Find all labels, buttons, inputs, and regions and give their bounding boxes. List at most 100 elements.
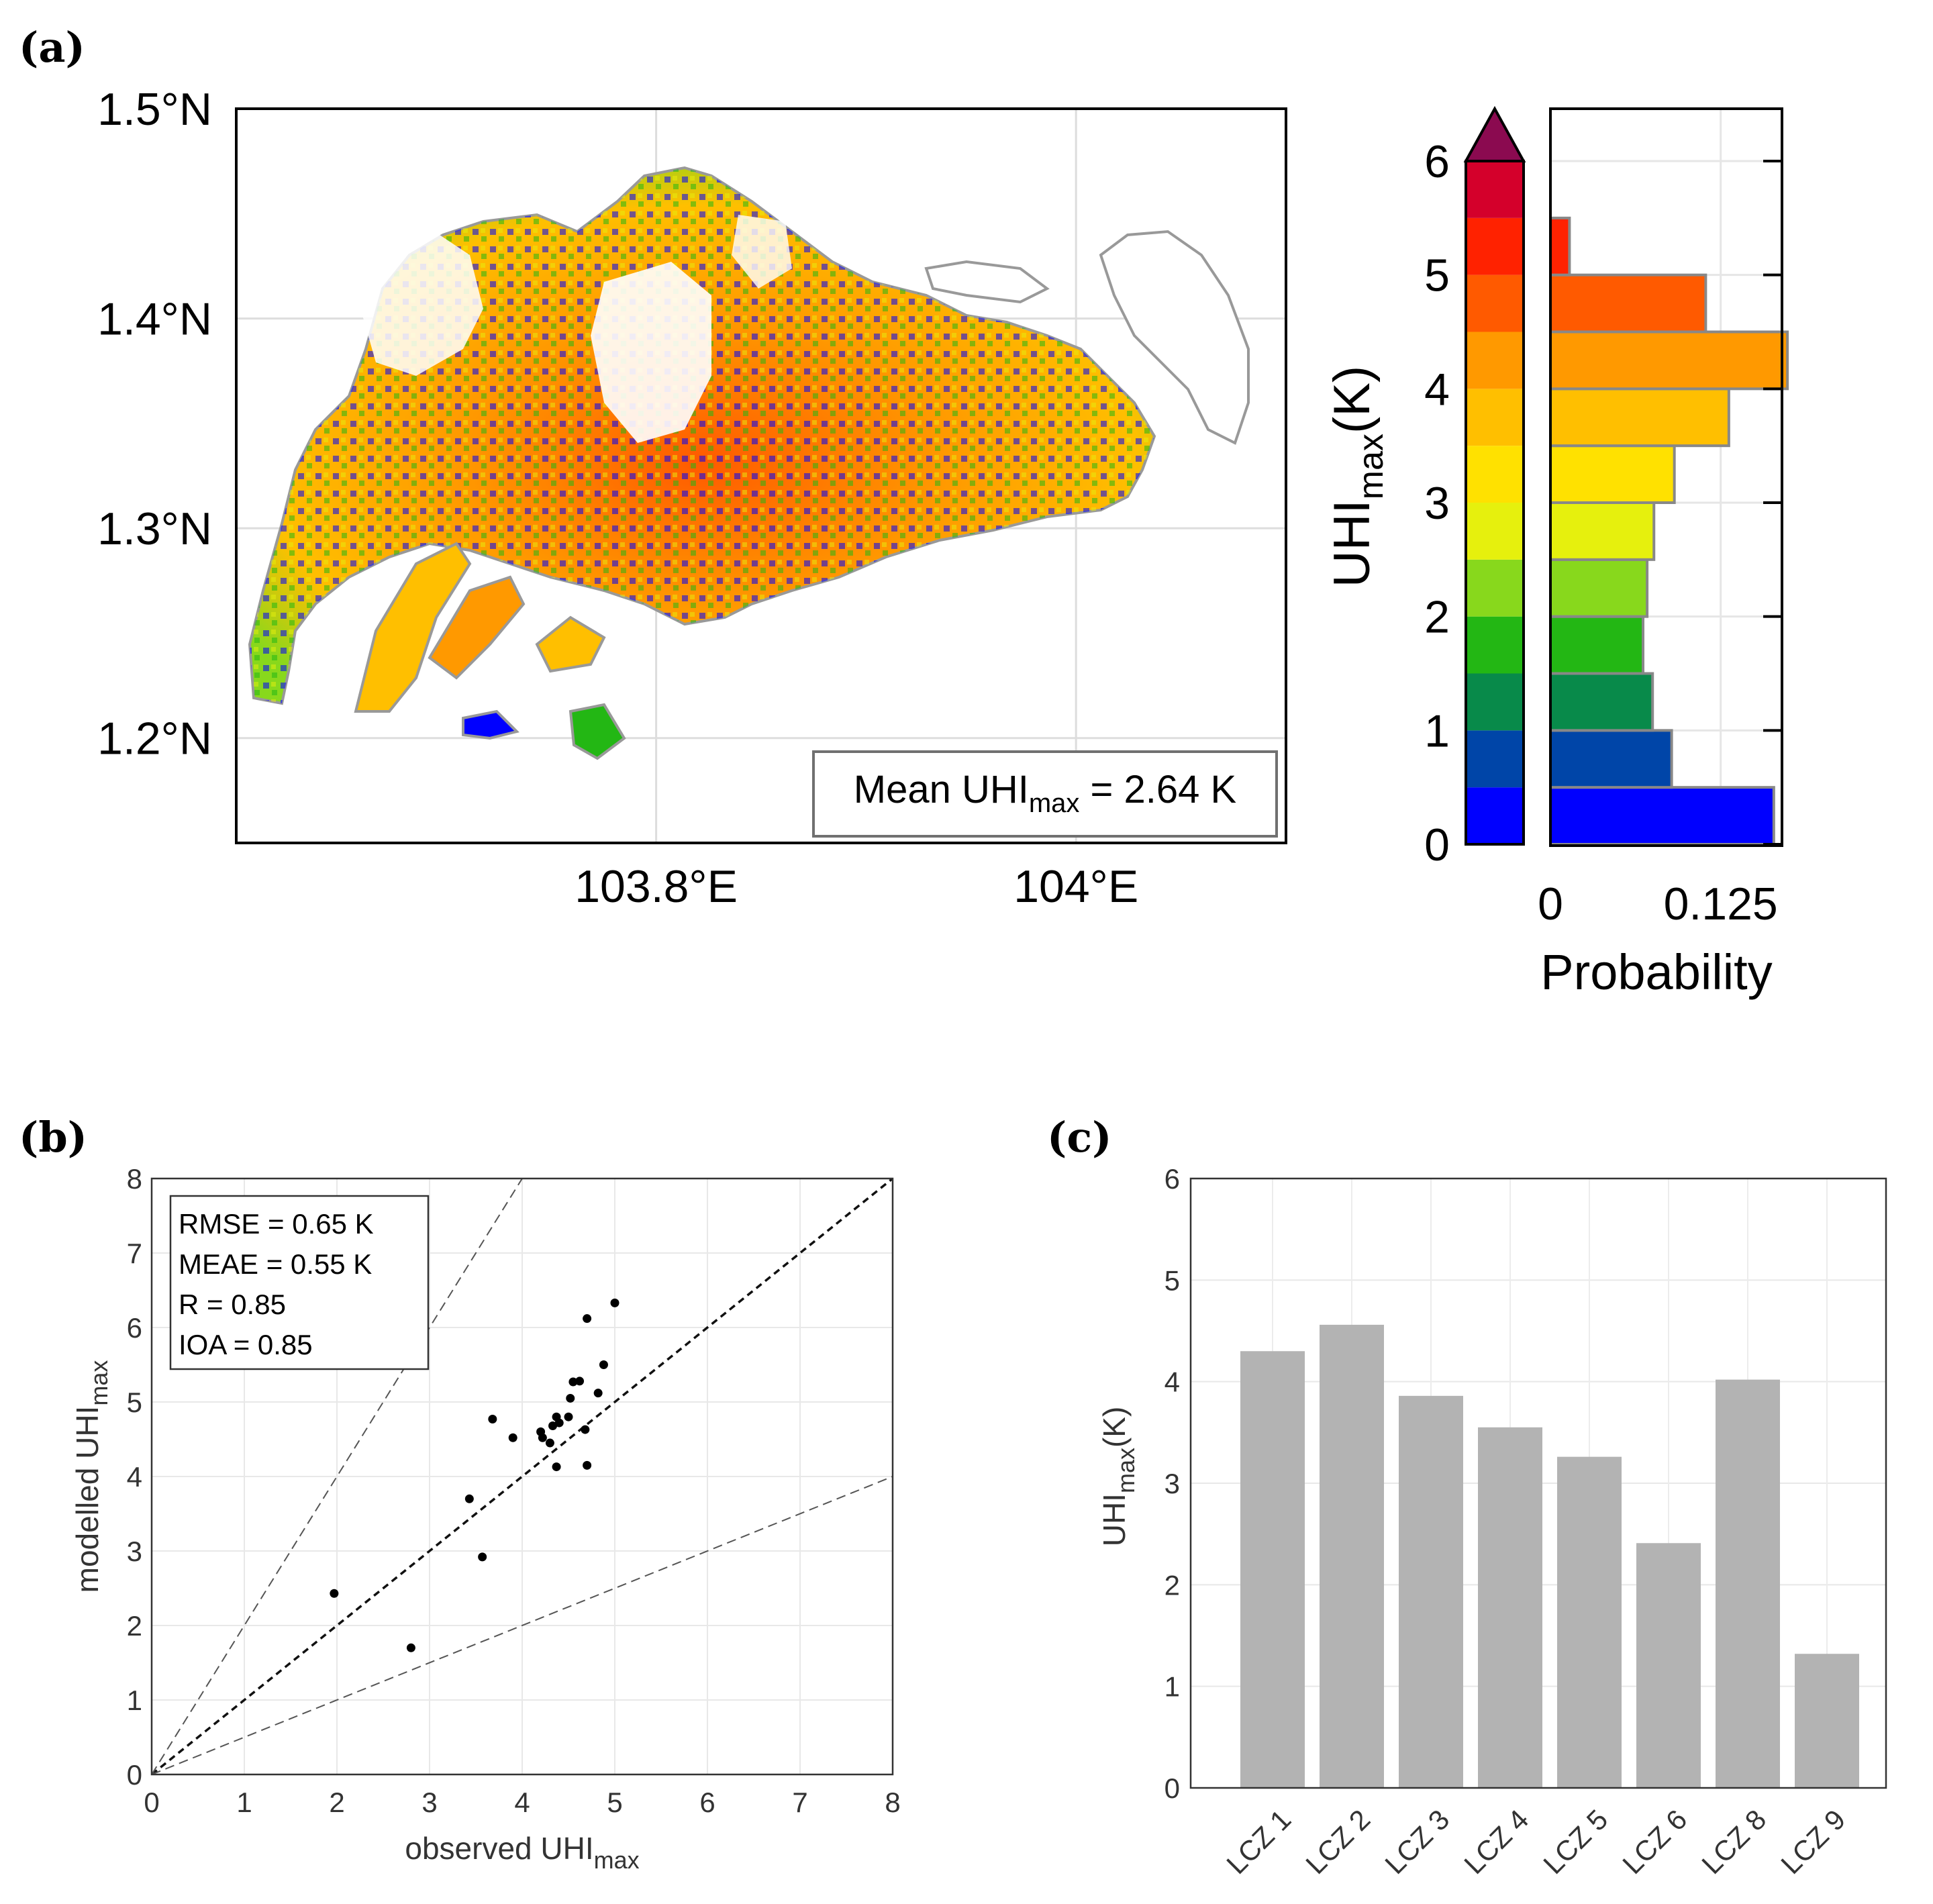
scatter-y-label: modelled UHImax: [70, 1360, 113, 1593]
colorbar-tick-label: 2: [1424, 592, 1450, 643]
scatter-point: [488, 1415, 497, 1424]
histogram-x-tick-label: 0: [1538, 879, 1563, 930]
lcz-y-tick-label: 6: [1164, 1163, 1180, 1195]
scatter-point: [508, 1433, 517, 1442]
map-frame: [235, 107, 1287, 844]
stat-rmse: RMSE = 0.65 K: [179, 1208, 374, 1240]
colorbar-cell: [1466, 332, 1524, 389]
scatter-y-tick-label: 5: [127, 1387, 142, 1418]
colorbar-cell: [1466, 616, 1524, 674]
stat-ioa: IOA = 0.85: [179, 1329, 313, 1360]
colorbar-tick-label: 6: [1424, 136, 1450, 187]
reference-line-1-1: [152, 1179, 893, 1774]
scatter-point: [330, 1589, 339, 1598]
scatter-panel: 0 1 2 3 4 5 6 7 8 0 1 2 3 4 5 6 7 8 observed UHImax mode…: [70, 1163, 901, 1874]
colorbar-cell: [1466, 787, 1524, 844]
lon-tick-label: 104°E: [1013, 861, 1138, 912]
histogram-bar: [1549, 444, 1676, 505]
histogram-bar: [1549, 786, 1775, 846]
scatter-point: [575, 1376, 585, 1386]
colorbar-tick-label: 1: [1424, 705, 1450, 756]
lon-tick-label: 103.8°E: [575, 861, 738, 912]
scatter-x-tick-label: 1: [236, 1787, 252, 1818]
lcz-bar: [1320, 1324, 1384, 1788]
scatter-point: [583, 1460, 592, 1470]
small-island-1: [462, 709, 519, 740]
lcz-y-tick-labels: 0 1 2 3 4 5 6: [1164, 1163, 1180, 1804]
lat-tick-label: 1.3°N: [97, 503, 212, 554]
colorbar-tick-label: 3: [1424, 478, 1450, 529]
north-west-white-area: [362, 228, 483, 376]
lcz-y-tick-label: 2: [1164, 1569, 1180, 1601]
scatter-point: [464, 1494, 474, 1503]
scatter-point: [478, 1552, 487, 1562]
longitude-tick-labels: 103.8°E 104°E: [575, 861, 1138, 912]
histogram-bars: [1549, 216, 1789, 846]
histogram-bar: [1549, 729, 1673, 789]
panel-a-label: (a): [19, 23, 85, 72]
sentosa-island: [535, 615, 606, 673]
histogram-x-tick-labels: 0 0.125: [1538, 879, 1778, 930]
reference-line-1-2: [152, 1476, 893, 1774]
histogram-y-label: UHImax(K): [1324, 366, 1391, 587]
scatter-reference-lines: [152, 1179, 893, 1774]
scatter-y-tick-label: 0: [127, 1759, 142, 1791]
colorbar-cell: [1466, 730, 1524, 788]
lcz-bar: [1240, 1351, 1305, 1788]
histogram-bar: [1549, 273, 1707, 334]
jurong-island: [354, 542, 472, 713]
scatter-point: [538, 1433, 547, 1442]
colorbar-cell: [1466, 389, 1524, 446]
scatter-gridlines: [152, 1179, 893, 1774]
north-white-area: [732, 215, 792, 289]
lat-tick-label: 1.2°N: [97, 713, 212, 764]
scatter-x-tick-label: 8: [885, 1787, 900, 1818]
lcz-bar: [1795, 1654, 1859, 1788]
scatter-x-tick-label: 7: [792, 1787, 807, 1818]
colorbar-cells: [1463, 105, 1526, 846]
colorbar-extend-arrow: [1463, 105, 1526, 162]
map-panel: 1.5°N 1.4°N 1.3°N 1.2°N 103.8°E 104°E Mean U…: [97, 84, 1287, 912]
panel-c-label: (c): [1047, 1113, 1111, 1162]
stat-meae: MEAE = 0.55 K: [179, 1248, 372, 1280]
lcz-x-tick-labels: LCZ 1 LCZ 2 LCZ 3 LCZ 4 LCZ 5 LCZ 6 LCZ 8 LCZ 9: [1220, 1803, 1851, 1880]
histogram-bar: [1549, 615, 1644, 675]
lcz-bar: [1716, 1379, 1780, 1788]
scatter-frame: [150, 1177, 894, 1776]
scatter-point: [599, 1360, 608, 1369]
lat-tick-label: 1.5°N: [97, 84, 212, 135]
colorbar-cell: [1466, 503, 1524, 560]
lcz-frame: [1189, 1177, 1887, 1789]
lcz-y-tick-label: 3: [1164, 1468, 1180, 1499]
lcz-bar: [1636, 1543, 1701, 1788]
histogram-y-ticks: [1763, 160, 1782, 846]
lcz-bar: [1399, 1395, 1463, 1788]
colorbar-tick-label: 4: [1424, 364, 1450, 415]
colorbar-frame: [1465, 160, 1525, 846]
lcz-y-label: UHImax(K): [1097, 1407, 1140, 1547]
stat-r: R = 0.85: [179, 1289, 286, 1320]
scatter-point: [554, 1418, 564, 1427]
scatter-point: [610, 1298, 619, 1307]
reference-line-2-1: [152, 1179, 523, 1774]
scatter-points: [330, 1298, 619, 1652]
scatter-x-tick-label: 4: [514, 1787, 530, 1818]
colorbar-cell: [1466, 559, 1524, 617]
scatter-x-tick-label: 2: [329, 1787, 344, 1818]
mean-uhi-annotation: Mean UHImax = 2.64 K: [854, 768, 1237, 818]
scatter-y-tick-label: 3: [127, 1536, 142, 1567]
latitude-tick-labels: 1.5°N 1.4°N 1.3°N 1.2°N: [97, 84, 212, 764]
scatter-x-tick-labels: 0 1 2 3 4 5 6 7 8: [144, 1787, 900, 1818]
colorbar: 0 1 2 3 4 5 6: [1424, 105, 1526, 870]
histogram-bar: [1549, 330, 1789, 391]
scatter-y-tick-label: 7: [127, 1238, 142, 1269]
scatter-y-tick-labels: 0 1 2 3 4 5 6 7 8: [127, 1163, 142, 1791]
scatter-point: [564, 1412, 573, 1421]
scatter-y-tick-label: 6: [127, 1312, 142, 1344]
lcz-x-tick-label: LCZ 6: [1616, 1803, 1693, 1880]
lcz-x-tick-label: LCZ 1: [1220, 1803, 1297, 1880]
histogram-bar: [1549, 558, 1649, 618]
scatter-point: [583, 1314, 592, 1323]
histogram-bar: [1549, 216, 1571, 277]
lcz-x-tick-label: LCZ 9: [1775, 1803, 1851, 1880]
